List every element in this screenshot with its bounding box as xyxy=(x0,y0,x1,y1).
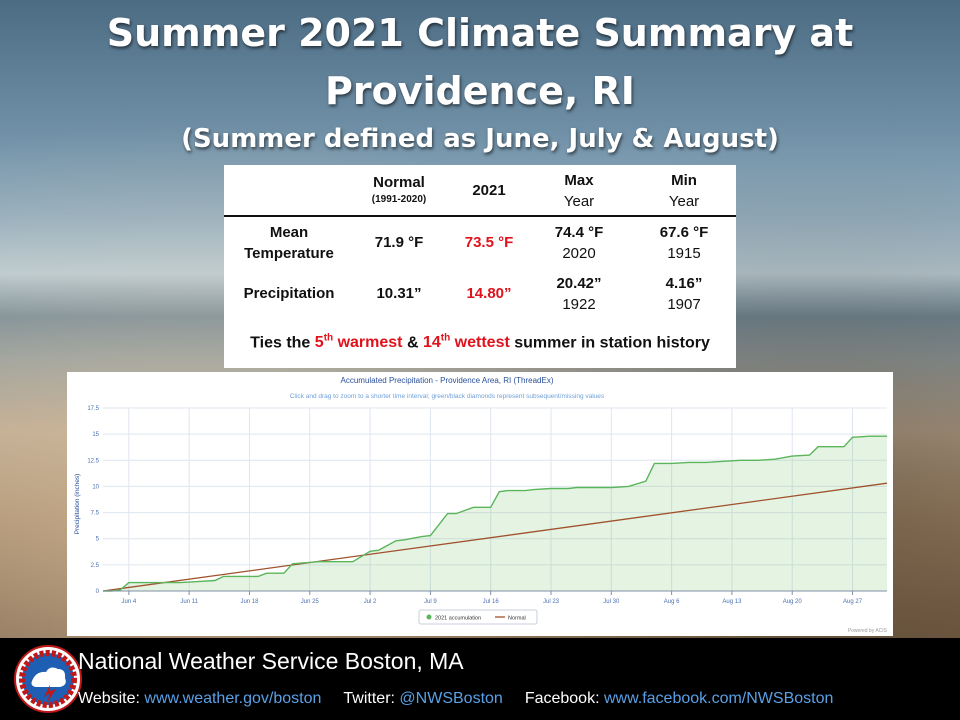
station-history-note: Ties the 5th warmest & 14th wettest summ… xyxy=(250,333,710,352)
x-tick-label: Jul 9 xyxy=(424,599,437,605)
x-tick-label: Aug 20 xyxy=(783,599,803,605)
legend-box xyxy=(418,609,538,625)
facebook-link[interactable]: www.facebook.com/NWSBoston xyxy=(603,690,834,707)
facebook-label: Facebook: xyxy=(524,690,604,707)
temp-normal-value: 71.9 °F xyxy=(374,234,424,251)
header-min: Min xyxy=(671,172,697,189)
row-precip-label: Precipitation xyxy=(243,285,335,302)
page-title-line2: Providence, RI xyxy=(325,69,635,113)
y-tick-label: 12.5 xyxy=(87,458,99,464)
twitter-link[interactable]: @NWSBoston xyxy=(399,690,503,707)
y-tick-label: 15 xyxy=(92,432,99,438)
chart-grid xyxy=(103,407,887,592)
chart-tick-labels: 0 2.5 5 7.5 10 12.5 15 17.5 Jun 4 Jun 11 Jun 18 Jun… xyxy=(87,406,887,605)
x-tick-label: Jun 25 xyxy=(301,599,320,605)
y-tick-label: 17.5 xyxy=(87,406,99,412)
footer-bar: National Weather Service Boston, MA Webs… xyxy=(0,638,960,720)
x-tick-label: Jul 30 xyxy=(603,599,620,605)
chart-title: Accumulated Precipitation - Providence A… xyxy=(341,376,554,385)
x-tick-label: Aug 27 xyxy=(843,599,863,605)
footer-links: Website: www.weather.gov/boston Twitter: … xyxy=(78,690,833,708)
x-tick-label: Jul 2 xyxy=(364,599,377,605)
precip-min-value: 4.16” xyxy=(665,275,703,292)
footer-title: National Weather Service Boston, MA xyxy=(78,648,464,674)
row-temp-label-line2: Temperature xyxy=(244,245,334,262)
precip-min-year: 1907 xyxy=(667,296,701,313)
header-max: Max xyxy=(564,172,594,189)
legend-accumulation-marker xyxy=(426,614,432,620)
temp-2021-value: 73.5 °F xyxy=(464,234,514,251)
header-normal-sub: (1991-2020) xyxy=(371,194,427,205)
chart-area-layer xyxy=(102,435,888,592)
legend-accumulation-label[interactable]: 2021 accumulation xyxy=(435,616,481,622)
temp-max-year: 2020 xyxy=(562,245,596,262)
x-tick-label: Jun 11 xyxy=(180,599,198,605)
y-tick-label: 0 xyxy=(96,589,100,595)
x-tick-label: Jul 16 xyxy=(483,599,500,605)
temp-min-year: 1915 xyxy=(667,245,701,262)
precip-normal-value: 10.31” xyxy=(376,285,422,302)
chart-credit: Powered by ACIS xyxy=(848,628,888,634)
header-divider xyxy=(224,215,736,217)
header-min-sub: Year xyxy=(668,193,700,210)
y-tick-label: 5 xyxy=(96,537,100,543)
chart-subtitle: Click and drag to zoom to a shorter time… xyxy=(290,393,605,400)
nws-logo-icon xyxy=(14,645,82,713)
y-tick-label: 2.5 xyxy=(91,563,100,569)
precip-max-year: 1922 xyxy=(562,296,596,313)
header-normal: Normal xyxy=(373,174,425,191)
x-tick-label: Jun 18 xyxy=(240,599,259,605)
row-temp-label-line1: Mean xyxy=(269,224,309,241)
precip-max-value: 20.42” xyxy=(556,275,602,292)
website-label: Website: xyxy=(78,690,145,707)
x-tick-label: Aug 13 xyxy=(722,599,742,605)
y-tick-label: 7.5 xyxy=(91,511,100,517)
header-2021: 2021 xyxy=(472,182,506,199)
x-tick-label: Jun 4 xyxy=(122,599,137,605)
page-title-line1: Summer 2021 Climate Summary at xyxy=(106,11,854,55)
temp-max-value: 74.4 °F xyxy=(554,224,604,241)
chart-legend[interactable]: 2021 accumulation Normal xyxy=(418,609,538,625)
precipitation-chart[interactable]: Accumulated Precipitation - Providence A… xyxy=(67,372,893,636)
legend-normal-label[interactable]: Normal xyxy=(508,616,526,622)
website-link[interactable]: www.weather.gov/boston xyxy=(144,690,322,707)
y-tick-label: 10 xyxy=(92,484,99,490)
twitter-label: Twitter: xyxy=(343,690,400,707)
climate-summary-table: Normal (1991-2020) 2021 Max Year Min Yea… xyxy=(224,165,736,368)
temp-min-value: 67.6 °F xyxy=(659,224,709,241)
precip-2021-value: 14.80” xyxy=(466,285,512,302)
header-max-sub: Year xyxy=(563,193,595,210)
x-tick-label: Jul 23 xyxy=(543,599,560,605)
accumulation-area xyxy=(103,436,887,591)
x-tick-label: Aug 6 xyxy=(664,599,680,605)
chart-y-axis-label: Precipitation (inches) xyxy=(74,474,81,535)
normal-line xyxy=(102,482,888,592)
page-subtitle: (Summer defined as June, July & August) xyxy=(181,124,779,154)
accumulation-line xyxy=(103,435,887,592)
